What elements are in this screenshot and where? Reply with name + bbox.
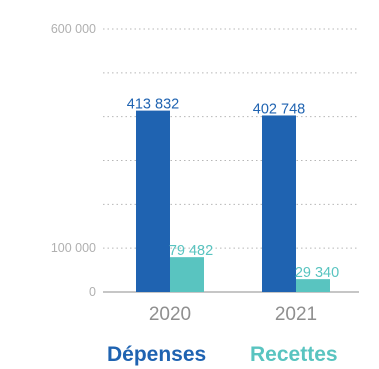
data-label: 79 482 (169, 243, 213, 259)
bar-depenses-2020 (136, 110, 170, 292)
bar-recettes-2021 (296, 279, 330, 292)
x-tick-label: 2020 (149, 304, 191, 325)
legend-label-recettes: Recettes (250, 343, 338, 366)
bar-recettes-2020 (170, 257, 204, 292)
bar-depenses-2021 (262, 115, 296, 292)
data-label: 402 748 (253, 101, 305, 117)
data-label: 413 832 (127, 97, 179, 113)
y-tick-label: 600 000 (51, 22, 96, 36)
x-tick-label: 2021 (275, 304, 317, 325)
y-tick-label: 100 000 (51, 241, 96, 255)
legend-label-depenses: Dépenses (107, 343, 206, 366)
data-label: 29 340 (295, 265, 339, 281)
y-tick-label: 0 (89, 285, 96, 299)
